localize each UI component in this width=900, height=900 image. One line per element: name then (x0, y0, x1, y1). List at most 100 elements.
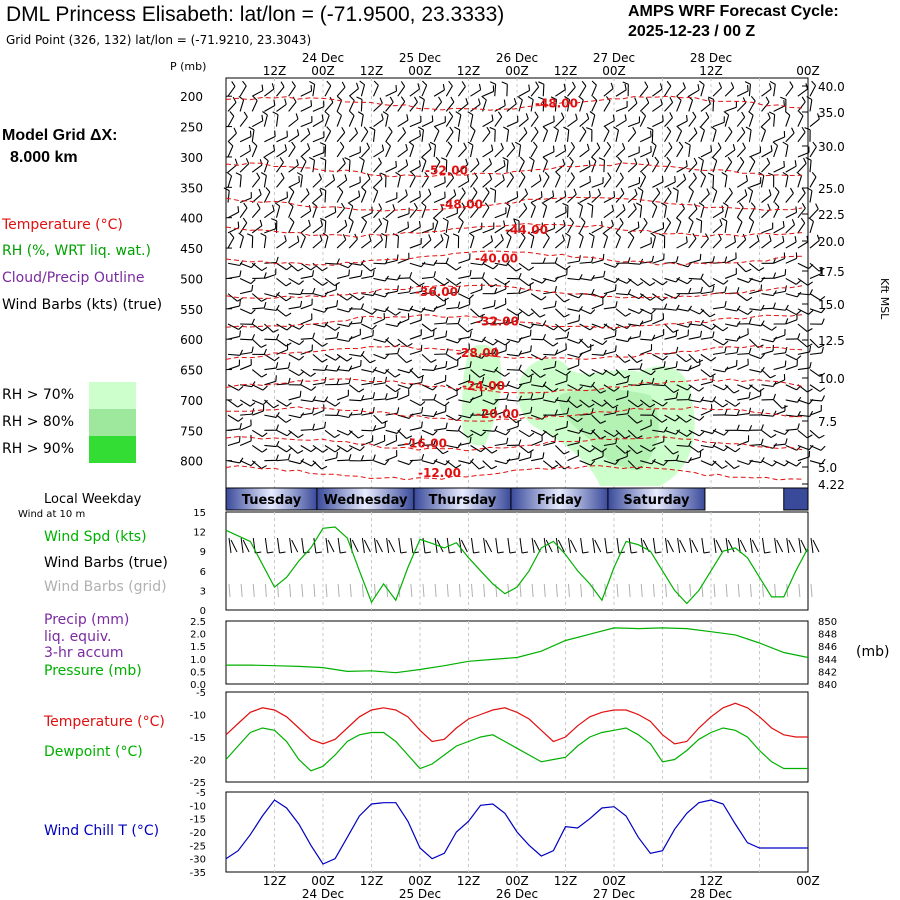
wind-barb-staff (360, 221, 368, 234)
wind-barb-flag (296, 159, 299, 166)
wind-barb-staff (651, 236, 656, 249)
wind-barb-staff (397, 258, 410, 264)
wind-barb-flag (435, 156, 441, 162)
wind-barb (688, 186, 694, 203)
height-tick-label: 25.0 (818, 182, 845, 196)
wind-barb-flag (736, 305, 741, 312)
wind-barb-flag (685, 358, 692, 363)
wind-barb-staff (543, 121, 555, 128)
wind-barb (288, 159, 299, 173)
wind-barb-staff (336, 353, 348, 362)
wind-barb-flag (804, 127, 811, 131)
wind-barb (579, 80, 587, 97)
wind-barb-staff (336, 225, 348, 234)
windchill-tick-label: -35 (190, 868, 206, 879)
wind-barb (806, 96, 813, 112)
wind-barb-flag (348, 365, 353, 372)
wind-barb (761, 272, 777, 279)
wind-barb-flag (624, 359, 631, 364)
wind-barb (251, 293, 267, 302)
wind-barb (360, 217, 368, 234)
wind-barb-staff (433, 130, 440, 142)
height-tick-label: 5.0 (818, 461, 837, 475)
wind-barb-staff (615, 161, 623, 173)
wind-barb (736, 189, 748, 203)
grid-wind-barb (665, 583, 667, 598)
wind-barb (489, 126, 496, 142)
wind-barb-flag (261, 465, 267, 469)
windchill-tick-label: -5 (196, 788, 206, 799)
wind-barb-flag (634, 97, 638, 104)
wind-barb-flag (402, 127, 407, 133)
wind-barb (446, 301, 461, 310)
wind-barb (251, 95, 258, 112)
wind-barb-staff (445, 194, 457, 203)
wind-barb (724, 399, 741, 407)
wind-barb-staff (276, 367, 289, 371)
wind-barb-flag (801, 202, 806, 209)
wind-barb-flag (728, 126, 733, 133)
wind-barb-staff (276, 103, 287, 112)
wind-barb (737, 391, 751, 401)
wind-barb-flag (760, 304, 765, 311)
wind-barb (688, 358, 701, 371)
wind-barb-staff (446, 444, 459, 449)
wind-barb-flag (760, 438, 764, 445)
wind-barb-flag (611, 204, 615, 211)
wind-barb (518, 345, 532, 355)
wind-barb-staff (809, 384, 821, 392)
wind-barb-staff (579, 323, 591, 331)
wind-barb-staff (615, 119, 627, 128)
wind-barb-flag (624, 374, 631, 379)
wind-barb (651, 202, 658, 218)
wind-barb (226, 171, 233, 188)
wind-barb-flag (428, 188, 432, 195)
wind-barb-flag (758, 267, 765, 272)
wind-barb (652, 253, 665, 264)
wind-barb (271, 218, 278, 233)
wind-barb (264, 333, 280, 341)
wind-barb-flag (685, 160, 688, 167)
wind-barb-staff (434, 427, 447, 431)
wind-barb-flag (272, 329, 279, 333)
wind-barb-flag (663, 460, 668, 466)
wind-barb (312, 353, 328, 363)
wind-barb-staff (373, 369, 385, 375)
wind-barb (676, 95, 682, 112)
temp-tick-label: -10 (190, 711, 206, 722)
wind-barb (615, 369, 631, 379)
surface-wind-barb (398, 537, 402, 554)
wind-barb (736, 175, 748, 188)
wind-barb-flag (447, 141, 453, 147)
wind-barb-flag (688, 393, 692, 400)
wind-barb (747, 186, 754, 203)
temp-tick-label: -25 (190, 778, 206, 789)
temperature-contour-label: -40.00 (475, 251, 518, 265)
wind-barb-flag (406, 359, 413, 364)
wind-barb (518, 113, 529, 128)
wind-barb-staff (506, 160, 509, 173)
top-hour-label: 00Z (602, 64, 626, 78)
wind-barb (514, 141, 522, 158)
wind-barb (300, 384, 317, 391)
wind-barb (458, 429, 474, 438)
wind-barb-staff (421, 84, 428, 97)
wind-barb (761, 302, 776, 310)
wind-barb (676, 353, 692, 363)
wind-barb-flag (405, 143, 408, 151)
wind-barb-flag (675, 330, 678, 337)
wind-barb-staff (385, 114, 389, 127)
wind-barb (357, 111, 364, 127)
wind-barb-staff (434, 366, 446, 371)
wind-barb-staff (373, 382, 386, 386)
wind-barb-staff (785, 86, 794, 97)
wind-barb-staff (615, 277, 628, 284)
wind-barb-staff (542, 429, 554, 438)
wind-barb-staff (736, 293, 748, 302)
wind-barb-staff (555, 274, 567, 279)
wind-barb-staff (724, 399, 736, 407)
wind-barb-flag (634, 158, 638, 165)
wind-barb-staff (385, 412, 398, 416)
wind-barb (640, 255, 655, 264)
wind-barb-staff (506, 224, 517, 234)
